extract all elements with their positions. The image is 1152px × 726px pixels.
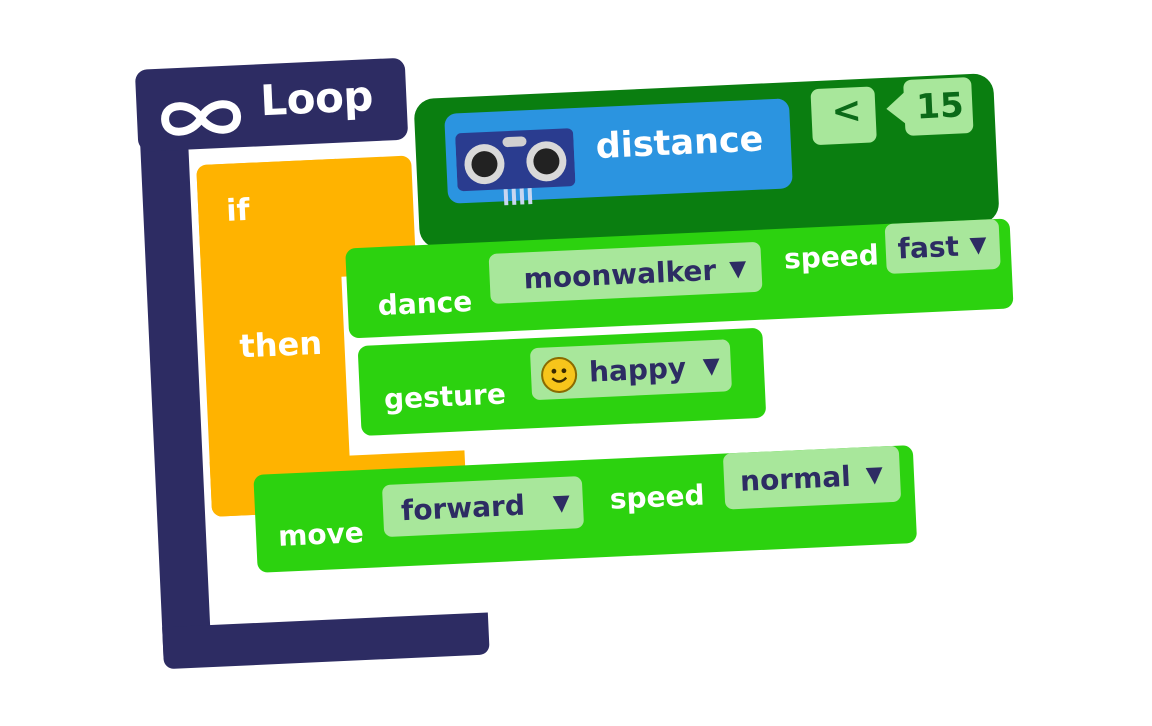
ultrasonic-sensor-icon: [455, 128, 576, 206]
move-speed-value: normal: [739, 459, 852, 498]
value-text: 15: [915, 85, 965, 128]
move-direction-dropdown[interactable]: forward ▼: [381, 476, 585, 538]
loop-label: Loop: [259, 71, 374, 126]
dance-move-value: moonwalker: [522, 253, 717, 296]
then-label: then: [238, 323, 323, 366]
chevron-down-icon: ▼: [702, 353, 721, 380]
move-speed-label: speed: [609, 478, 706, 516]
gesture-value: happy: [588, 351, 687, 389]
if-label: if: [225, 192, 251, 229]
gesture-block[interactable]: gesture happy ▼: [357, 327, 767, 436]
chevron-down-icon: ▼: [728, 256, 747, 283]
dance-label: dance: [377, 284, 473, 323]
chevron-down-icon: ▼: [552, 490, 571, 517]
chevron-down-icon: ▼: [865, 462, 884, 489]
chevron-down-icon: ▼: [969, 232, 988, 259]
move-label: move: [277, 516, 365, 553]
operator-value: <: [830, 90, 863, 133]
smiley-icon: [540, 356, 578, 394]
move-direction-value: forward: [400, 488, 526, 528]
gesture-label: gesture: [383, 377, 507, 416]
dance-move-dropdown[interactable]: moonwalker ▼: [488, 241, 763, 304]
infinity-icon: [161, 100, 242, 136]
loop-block-footer[interactable]: [162, 612, 490, 670]
move-speed-dropdown[interactable]: normal ▼: [722, 445, 902, 510]
dance-speed-value: fast: [896, 229, 960, 266]
dance-speed-dropdown[interactable]: fast ▼: [884, 218, 1001, 275]
dance-speed-label: speed: [783, 238, 880, 276]
distance-label: distance: [594, 119, 765, 168]
gesture-dropdown[interactable]: happy ▼: [529, 339, 733, 401]
